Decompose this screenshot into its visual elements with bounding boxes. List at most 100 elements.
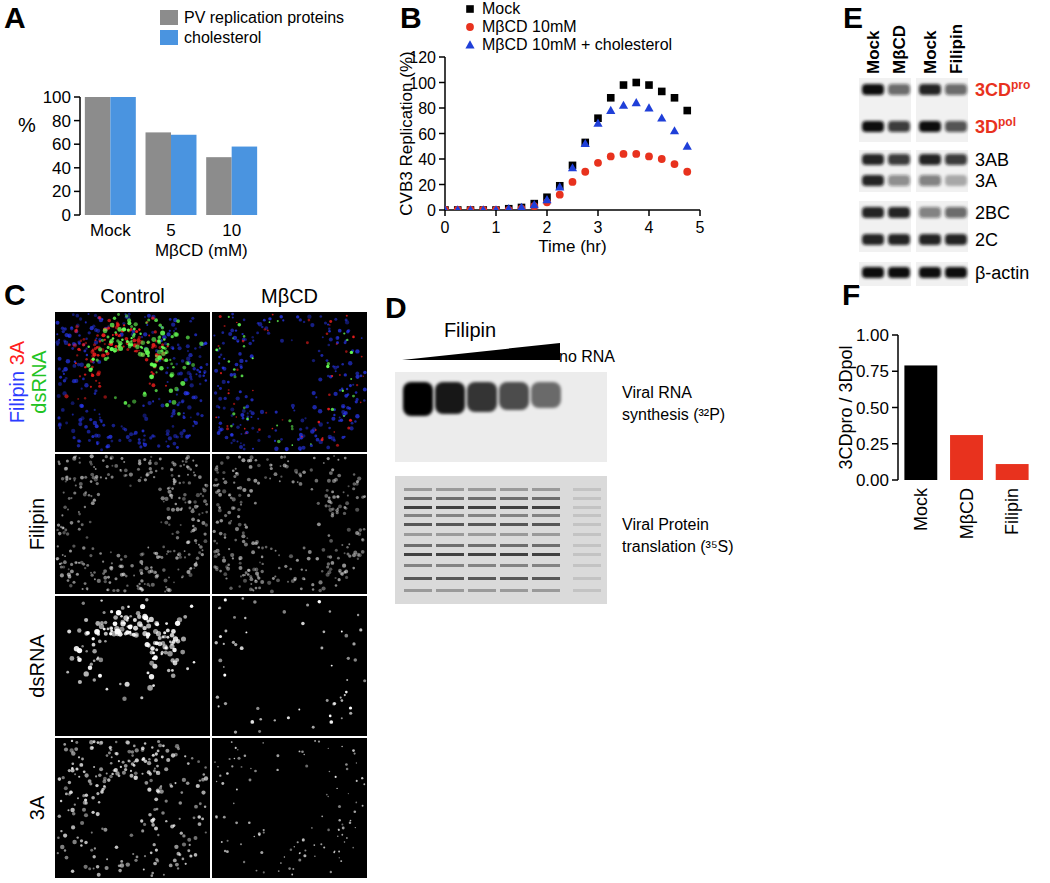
y-tick: [74, 143, 80, 145]
signal-dot: [70, 326, 73, 329]
signal-dot: [318, 421, 321, 424]
signal-dot: [247, 573, 250, 576]
signal-dot: [170, 372, 175, 377]
signal-dot: [230, 442, 232, 444]
signal-dot: [201, 791, 205, 795]
signal-dot: [347, 657, 350, 660]
y-tick: [892, 334, 898, 336]
signal-dot: [242, 597, 244, 599]
signal-dot: [361, 538, 364, 541]
signal-dot: [202, 549, 204, 551]
signal-dot: [329, 375, 333, 379]
signal-dot: [60, 845, 64, 849]
signal-dot: [111, 440, 114, 443]
signal-dot: [142, 430, 145, 433]
legend-label: Mock: [482, 0, 521, 17]
signal-dot: [182, 575, 185, 578]
y-tick-label: 20: [52, 182, 71, 201]
point: [454, 206, 462, 210]
signal-dot: [355, 375, 359, 379]
signal-dot: [163, 501, 165, 503]
signal-dot: [76, 329, 78, 331]
signal-dot: [120, 565, 124, 569]
signal-dot: [89, 418, 92, 421]
signal-dot: [335, 336, 339, 340]
signal-dot: [79, 482, 83, 486]
signal-dot: [107, 576, 110, 579]
signal-dot: [198, 370, 201, 373]
signal-dot: [215, 416, 217, 418]
signal-dot: [127, 606, 130, 609]
signal-dot: [333, 431, 335, 433]
signal-dot: [158, 335, 161, 338]
signal-dot: [217, 385, 219, 387]
signal-dot: [90, 849, 93, 852]
signal-dot: [245, 631, 247, 633]
signal-dot: [334, 318, 337, 321]
signal-dot: [352, 487, 355, 490]
signal-dot: [78, 422, 82, 426]
signal-dot: [227, 563, 230, 566]
signal-dot: [123, 324, 125, 326]
signal-dot: [101, 353, 105, 357]
signal-dot: [303, 321, 305, 323]
signal-dot: [355, 391, 358, 394]
signal-dot: [144, 316, 146, 318]
signal-dot: [104, 343, 106, 345]
signal-dot: [165, 358, 169, 362]
signal-dot: [164, 497, 168, 501]
signal-dot: [105, 477, 107, 479]
signal-dot: [151, 315, 155, 319]
signal-dot: [58, 777, 62, 781]
signal-dot: [161, 351, 166, 356]
signal-dot: [171, 673, 176, 678]
point: [581, 139, 590, 147]
signal-dot: [318, 409, 322, 413]
signal-dot: [165, 441, 167, 443]
signal-dot: [326, 332, 329, 335]
signal-dot: [186, 336, 190, 340]
signal-dot: [247, 459, 250, 462]
signal-dot: [124, 469, 128, 473]
signal-dot: [218, 658, 222, 662]
signal-dot: [228, 389, 230, 391]
signal-dot: [223, 480, 227, 484]
signal-dot: [66, 359, 70, 363]
signal-dot: [308, 319, 311, 322]
signal-dot: [359, 374, 362, 377]
signal-dot: [341, 699, 344, 702]
signal-dot: [151, 317, 154, 320]
signal-dot: [228, 392, 230, 394]
signal-dot: [106, 688, 109, 691]
micrograph-image: [55, 738, 210, 878]
signal-dot: [73, 436, 76, 439]
signal-dot: [347, 393, 350, 396]
signal-dot: [243, 448, 246, 451]
signal-dot: [243, 335, 246, 338]
signal-dot: [200, 414, 203, 417]
signal-dot: [145, 598, 148, 601]
signal-dot: [154, 571, 157, 574]
signal-dot: [178, 475, 181, 478]
signal-dot: [318, 600, 321, 603]
x-tick-label: 4: [645, 219, 654, 236]
signal-dot: [82, 546, 86, 550]
signal-dot: [247, 569, 250, 572]
signal-dot: [189, 844, 191, 846]
signal-dot: [143, 414, 147, 418]
signal-dot: [111, 562, 113, 564]
point: [645, 153, 653, 161]
signal-dot: [139, 333, 141, 335]
signal-dot: [172, 400, 177, 405]
signal-dot: [345, 501, 349, 505]
signal-dot: [291, 444, 293, 446]
signal-dot: [58, 382, 62, 386]
signal-dot: [63, 560, 67, 564]
signal-dot: [226, 427, 229, 430]
signal-dot: [175, 658, 179, 662]
signal-dot: [57, 416, 60, 419]
signal-dot: [229, 587, 232, 590]
signal-dot: [145, 322, 147, 324]
signal-dot: [352, 567, 355, 570]
signal-dot: [235, 468, 237, 470]
